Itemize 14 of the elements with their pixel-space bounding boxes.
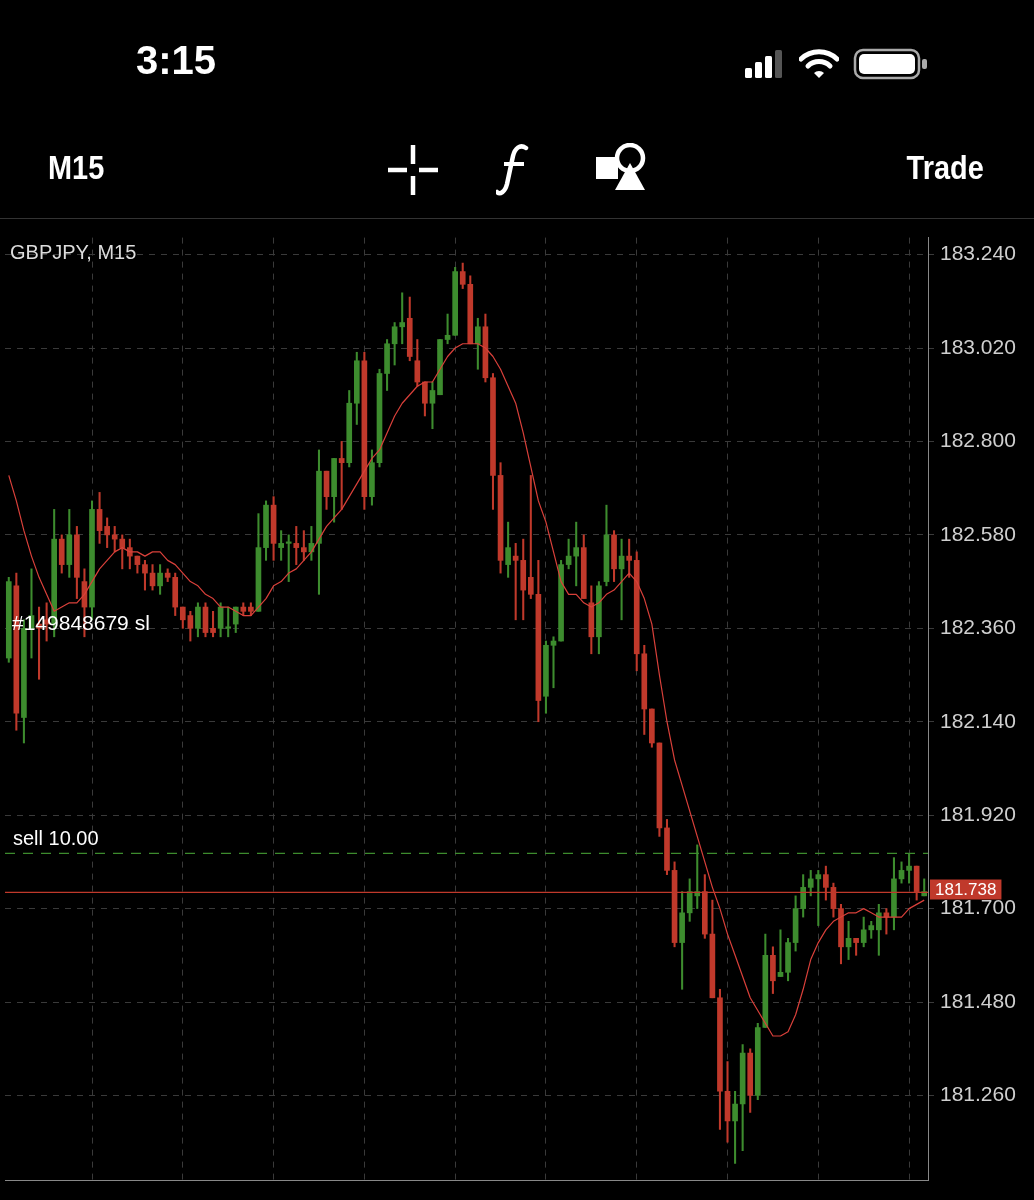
chart-title: GBPJPY, M15 [10, 241, 137, 264]
ref-line-label: sell 10.00 [13, 826, 99, 849]
y-tick-label: 182.580 [940, 521, 1016, 545]
y-tick-label: 183.020 [940, 334, 1016, 358]
text: Trade [906, 148, 984, 187]
y-tick-label: 182.800 [940, 428, 1016, 452]
y-tick-label: 181.920 [940, 801, 1016, 825]
text: M15 [48, 148, 105, 187]
y-tick-label: 182.360 [940, 615, 1016, 639]
y-tick-label: 182.140 [940, 708, 1016, 732]
y-tick-label: 181.260 [940, 1082, 1016, 1106]
y-tick-label: 183.240 [940, 241, 1016, 265]
y-tick-label: 181.480 [940, 988, 1016, 1012]
text: 3:15 [136, 38, 217, 83]
